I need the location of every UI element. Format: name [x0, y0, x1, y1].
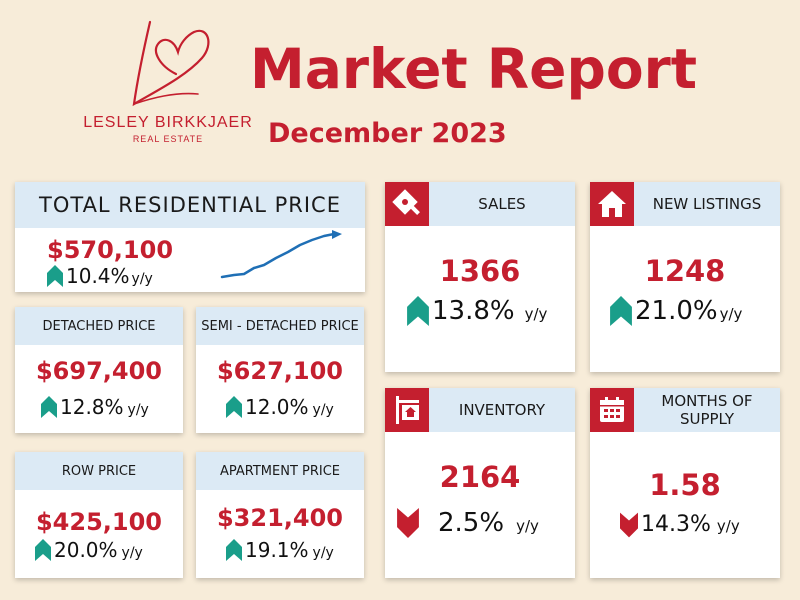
card-value: 1366	[439, 254, 521, 288]
change-indicator: 19.1% y/y	[226, 538, 334, 562]
card-value: $321,400	[216, 504, 343, 532]
change-value: 2.5%	[438, 508, 505, 538]
yoy-label: y/y	[131, 271, 153, 287]
report-title: Market Report	[250, 37, 698, 101]
card-value: 2164	[439, 460, 521, 494]
house-sign-icon	[385, 388, 429, 432]
arrow-up-icon	[35, 539, 51, 561]
yoy-label: y/y	[127, 402, 149, 418]
card-label: DETACHED PRICE	[42, 318, 156, 334]
arrow-up-icon	[226, 396, 242, 418]
change-value: 13.8%	[432, 296, 515, 326]
apartment-price-card: APARTMENT PRICE $321,400 19.1% y/y	[196, 452, 364, 578]
card-value: $697,400	[35, 357, 162, 385]
change-value: 20.0%	[54, 538, 118, 562]
change-indicator: 12.8% y/y	[41, 395, 149, 419]
sales-card: SALES 1366 13.8% y/y	[385, 182, 575, 372]
calendar-icon	[590, 388, 634, 432]
change-indicator: 13.8% y/y	[407, 296, 547, 326]
heart-logo-icon	[132, 20, 210, 107]
card-value: $425,100	[35, 508, 162, 536]
inventory-card: INVENTORY 2164 2.5% y/y	[385, 388, 575, 578]
change-value: 10.4%	[66, 264, 130, 288]
total-price-card: TOTAL RESIDENTIAL PRICE $570,100 10.4% y…	[15, 182, 365, 292]
yoy-label: y/y	[719, 305, 743, 323]
card-label: SALES	[478, 195, 526, 213]
card-label: MONTHS OF SUPPLY	[661, 392, 753, 428]
brand-name: LESLEY BIRKKJAER	[83, 114, 253, 131]
card-header: SEMI - DETACHED PRICE	[196, 307, 364, 345]
card-value: 1.58	[649, 468, 721, 502]
change-value: 14.3%	[641, 512, 711, 537]
brand-logo: LESLEY BIRKKJAER REAL ESTATE	[70, 18, 270, 153]
change-indicator: 21.0% y/y	[610, 296, 742, 326]
new-listings-card: NEW LISTINGS 1248 21.0% y/y	[590, 182, 780, 372]
arrow-down-icon	[620, 512, 638, 538]
change-indicator: 14.3% y/y	[620, 512, 740, 538]
detached-price-card: DETACHED PRICE $697,400 12.8% y/y	[15, 307, 183, 433]
change-indicator: 2.5% y/y	[397, 508, 539, 538]
house-icon	[590, 182, 634, 226]
row-price-card: ROW PRICE $425,100 20.0% y/y	[15, 452, 183, 578]
card-header: ROW PRICE	[15, 452, 183, 490]
card-label: APARTMENT PRICE	[219, 463, 341, 479]
card-label: ROW PRICE	[61, 463, 137, 479]
change-value: 12.0%	[245, 395, 309, 419]
change-indicator: 10.4% y/y	[47, 264, 153, 288]
card-label: TOTAL RESIDENTIAL PRICE	[39, 193, 341, 217]
semi-detached-price-card: SEMI - DETACHED PRICE $627,100 12.0% y/y	[196, 307, 364, 433]
card-value: $570,100	[47, 236, 174, 264]
arrow-up-icon	[47, 265, 63, 287]
yoy-label: y/y	[716, 517, 740, 535]
change-value: 12.8%	[60, 395, 124, 419]
card-label: NEW LISTINGS	[652, 195, 762, 213]
card-header: APARTMENT PRICE	[196, 452, 364, 490]
change-value: 21.0%	[635, 296, 718, 326]
card-label: SEMI - DETACHED PRICE	[201, 318, 359, 334]
arrow-up-icon	[610, 296, 632, 326]
arrow-up-icon	[407, 296, 429, 326]
card-label: INVENTORY	[458, 401, 546, 419]
sold-sign-icon	[385, 182, 429, 226]
change-value: 19.1%	[245, 538, 309, 562]
brand-subtitle: REAL ESTATE	[132, 134, 204, 144]
card-header: DETACHED PRICE	[15, 307, 183, 345]
yoy-label: y/y	[312, 402, 334, 418]
arrow-up-icon	[41, 396, 57, 418]
card-header: TOTAL RESIDENTIAL PRICE	[15, 182, 365, 228]
yoy-label: y/y	[312, 545, 334, 561]
card-value: $627,100	[216, 357, 343, 385]
months-supply-card: MONTHS OF SUPPLY 1.58 14.3% y/y	[590, 388, 780, 578]
card-value: 1248	[644, 254, 726, 288]
arrow-down-icon	[397, 508, 419, 538]
price-trend-sparkline	[220, 230, 342, 279]
arrow-up-icon	[226, 539, 242, 561]
change-indicator: 20.0% y/y	[35, 538, 143, 562]
report-date: December 2023	[268, 118, 507, 149]
change-indicator: 12.0% y/y	[226, 395, 334, 419]
yoy-label: y/y	[524, 305, 548, 323]
yoy-label: y/y	[121, 545, 143, 561]
yoy-label: y/y	[516, 517, 539, 535]
